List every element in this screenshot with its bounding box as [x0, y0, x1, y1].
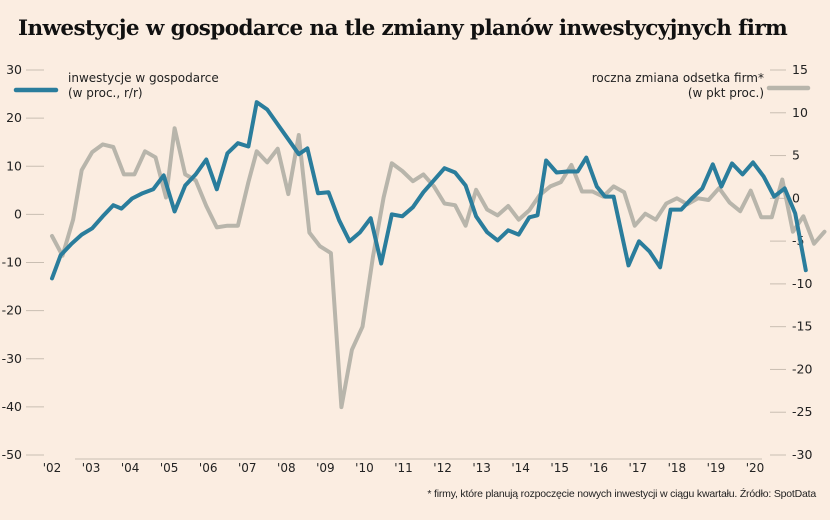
x-tick-label: '09 — [316, 461, 335, 475]
right-tick-label: 5 — [792, 148, 800, 163]
legend-sublabel-firms: (w pkt proc.) — [688, 86, 764, 100]
right-tick-label: 10 — [792, 105, 808, 120]
legend-label-firms: roczna zmiana odsetka firm* — [592, 71, 764, 85]
x-tick-label: '08 — [277, 461, 296, 475]
x-tick-label: '15 — [550, 461, 569, 475]
x-tick-label: '05 — [160, 461, 179, 475]
legend-label-investment: inwestycje w gospodarce — [68, 71, 219, 85]
series-line-investment — [50, 100, 808, 281]
x-tick-label: '10 — [355, 461, 374, 475]
x-tick-label: '02 — [43, 461, 62, 475]
right-tick-label: 0 — [792, 190, 800, 205]
right-tick-label: -30 — [792, 447, 812, 462]
left-tick-label: 0 — [14, 206, 22, 221]
x-tick-label: '11 — [394, 461, 413, 475]
series-points-firms — [51, 128, 825, 408]
left-tick-label: -50 — [2, 447, 22, 462]
right-tick-label: -10 — [792, 276, 812, 291]
chart-title: Inwestycje w gospodarce na tle zmiany pl… — [18, 16, 788, 41]
x-tick-label: '16 — [589, 461, 608, 475]
left-axis-ticks: 30 20 10 0 -10 -20 -30 -40 -50 — [2, 62, 44, 462]
x-tick-label: '20 — [746, 461, 765, 475]
right-tick-label: 15 — [792, 62, 808, 77]
x-tick-label: '12 — [433, 461, 452, 475]
footnote-source: * firmy, które planują rozpoczęcie nowyc… — [427, 488, 816, 500]
left-tick-label: -10 — [2, 255, 22, 270]
x-tick-label: '04 — [121, 461, 140, 475]
left-tick-label: -30 — [2, 351, 22, 366]
right-tick-label: -25 — [792, 404, 812, 419]
x-tick-label: '18 — [668, 461, 687, 475]
right-tick-label: -20 — [792, 361, 812, 376]
x-tick-label: '13 — [472, 461, 491, 475]
x-tick-label: '07 — [238, 461, 257, 475]
left-tick-label: 20 — [6, 110, 22, 125]
x-axis-ticks: '02 '03 '04 '05 '06 '07 '08 '09 '10 '11 '12 '13 '14 '… — [43, 461, 765, 475]
left-tick-label: -20 — [2, 303, 22, 318]
left-tick-label: 10 — [6, 158, 22, 173]
x-tick-label: '19 — [707, 461, 726, 475]
x-tick-label: '14 — [511, 461, 530, 475]
left-tick-label: -40 — [2, 399, 22, 414]
right-tick-label: -15 — [792, 319, 812, 334]
left-tick-label: 30 — [6, 62, 22, 77]
x-tick-label: '06 — [199, 461, 218, 475]
x-tick-label: '17 — [629, 461, 648, 475]
x-tick-label: '03 — [82, 461, 101, 475]
series-points-investment — [51, 102, 806, 279]
legend-sublabel-investment: (w proc., r/r) — [68, 86, 143, 100]
